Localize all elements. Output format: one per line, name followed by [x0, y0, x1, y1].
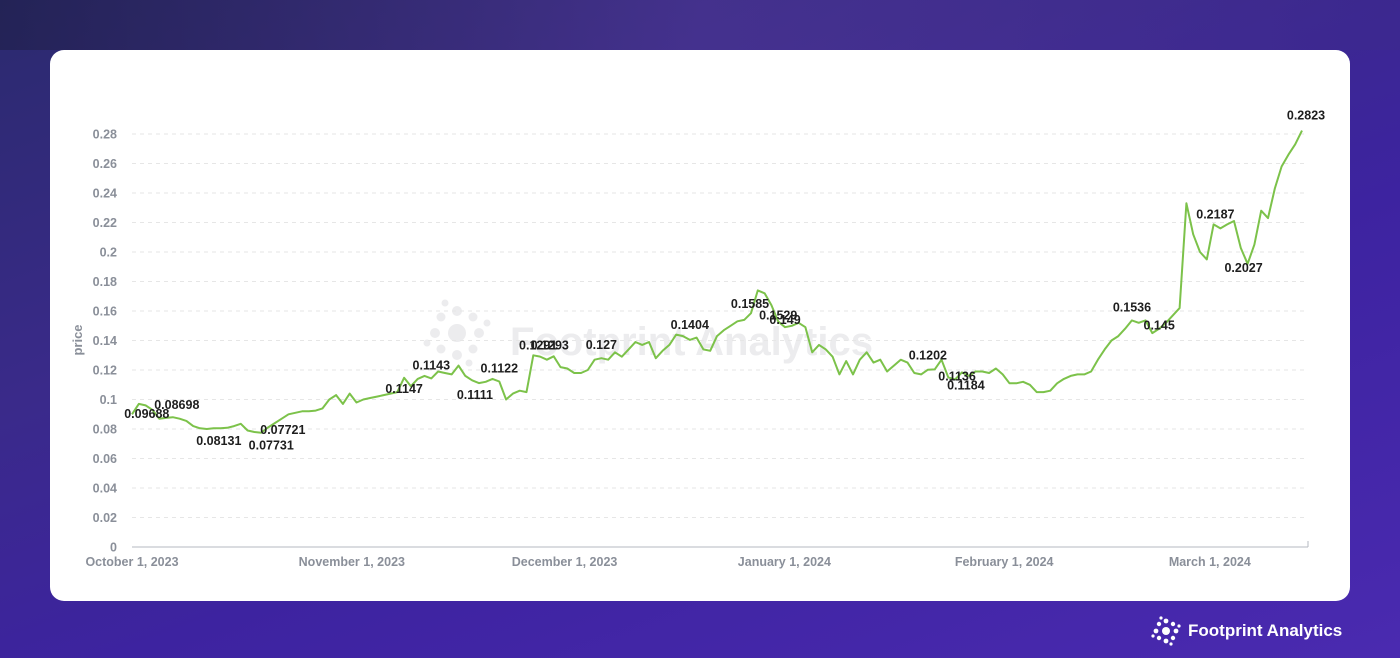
- x-axis: October 1, 2023 November 1, 2023 December …: [85, 541, 1309, 569]
- data-label: 0.2187: [1196, 207, 1234, 221]
- x-tick-label: March 1, 2024: [1169, 555, 1251, 569]
- y-tick-label: 0.1: [100, 393, 117, 407]
- y-tick-label: 0.24: [93, 187, 117, 201]
- data-label: 0.07721: [260, 423, 305, 437]
- data-label: 0.1529: [759, 308, 797, 322]
- data-label: 0.1293: [531, 338, 569, 352]
- data-label: 0.07731: [249, 439, 294, 453]
- y-tick-label: 0.18: [93, 275, 117, 289]
- watermark-logo-icon: [423, 299, 491, 367]
- watermark-text: Footprint Analytics: [510, 320, 873, 364]
- data-label: 0.1585: [731, 297, 769, 311]
- y-axis-label: price: [70, 324, 85, 355]
- watermark: Footprint Analytics: [423, 299, 873, 367]
- y-tick-label: 0.06: [93, 452, 117, 466]
- y-tick-label: 0.2: [100, 246, 117, 260]
- data-label: 0.145: [1144, 319, 1175, 333]
- y-tick-label: 0.28: [93, 128, 117, 142]
- price-series-line: [131, 130, 1303, 434]
- y-tick-label: 0.14: [93, 334, 117, 348]
- data-label: 0.08131: [196, 434, 241, 448]
- data-label: 0.127: [586, 338, 617, 352]
- y-tick-label: 0.26: [93, 157, 117, 171]
- data-label: 0.09688: [124, 407, 169, 421]
- data-label: 0.1404: [671, 318, 709, 332]
- data-label: 0.1291: [519, 339, 557, 353]
- x-tick-label: November 1, 2023: [299, 555, 405, 569]
- data-label: 0.1136: [938, 369, 976, 383]
- data-label: 0.1111: [457, 388, 493, 402]
- data-label: 0.149: [769, 313, 800, 327]
- background-band: [0, 0, 1400, 50]
- data-label: 0.1184: [947, 378, 985, 392]
- y-tick-label: 0: [110, 541, 117, 555]
- data-label: 0.1122: [481, 362, 519, 376]
- y-tick-label: 0.12: [93, 364, 117, 378]
- data-label: 0.1143: [413, 358, 451, 372]
- y-tick-label: 0.02: [93, 511, 117, 525]
- chart-card: Footprint Analytics 0 0.02 0.04 0.06 0.08 0.1…: [50, 50, 1350, 601]
- grid-lines: [132, 133, 1308, 518]
- line-chart: Footprint Analytics 0 0.02 0.04 0.06 0.08 0.1…: [70, 109, 1325, 569]
- y-tick-label: 0.22: [93, 216, 117, 230]
- x-tick-label: October 1, 2023: [85, 555, 178, 569]
- x-tick-label: January 1, 2024: [738, 555, 831, 569]
- y-tick-label: 0.04: [93, 482, 117, 496]
- footprint-logo-icon: [1151, 616, 1181, 646]
- brand-footer: Footprint Analytics: [1150, 616, 1342, 646]
- data-label: 0.1147: [385, 382, 423, 396]
- x-tick-label: February 1, 2024: [955, 555, 1054, 569]
- brand-name: Footprint Analytics: [1188, 621, 1343, 640]
- data-label: 0.2823: [1287, 109, 1325, 123]
- series-group: [131, 130, 1303, 434]
- y-axis-ticks: 0 0.02 0.04 0.06 0.08 0.1 0.12 0.14 0.16 0.18 0.2 0…: [93, 128, 117, 555]
- y-tick-label: 0.08: [93, 423, 117, 437]
- data-label: 0.08698: [154, 398, 199, 412]
- data-label: 0.1202: [909, 349, 947, 363]
- data-label: 0.2027: [1224, 261, 1262, 275]
- data-label: 0.1536: [1113, 300, 1151, 314]
- x-tick-label: December 1, 2023: [512, 555, 618, 569]
- y-tick-label: 0.16: [93, 305, 117, 319]
